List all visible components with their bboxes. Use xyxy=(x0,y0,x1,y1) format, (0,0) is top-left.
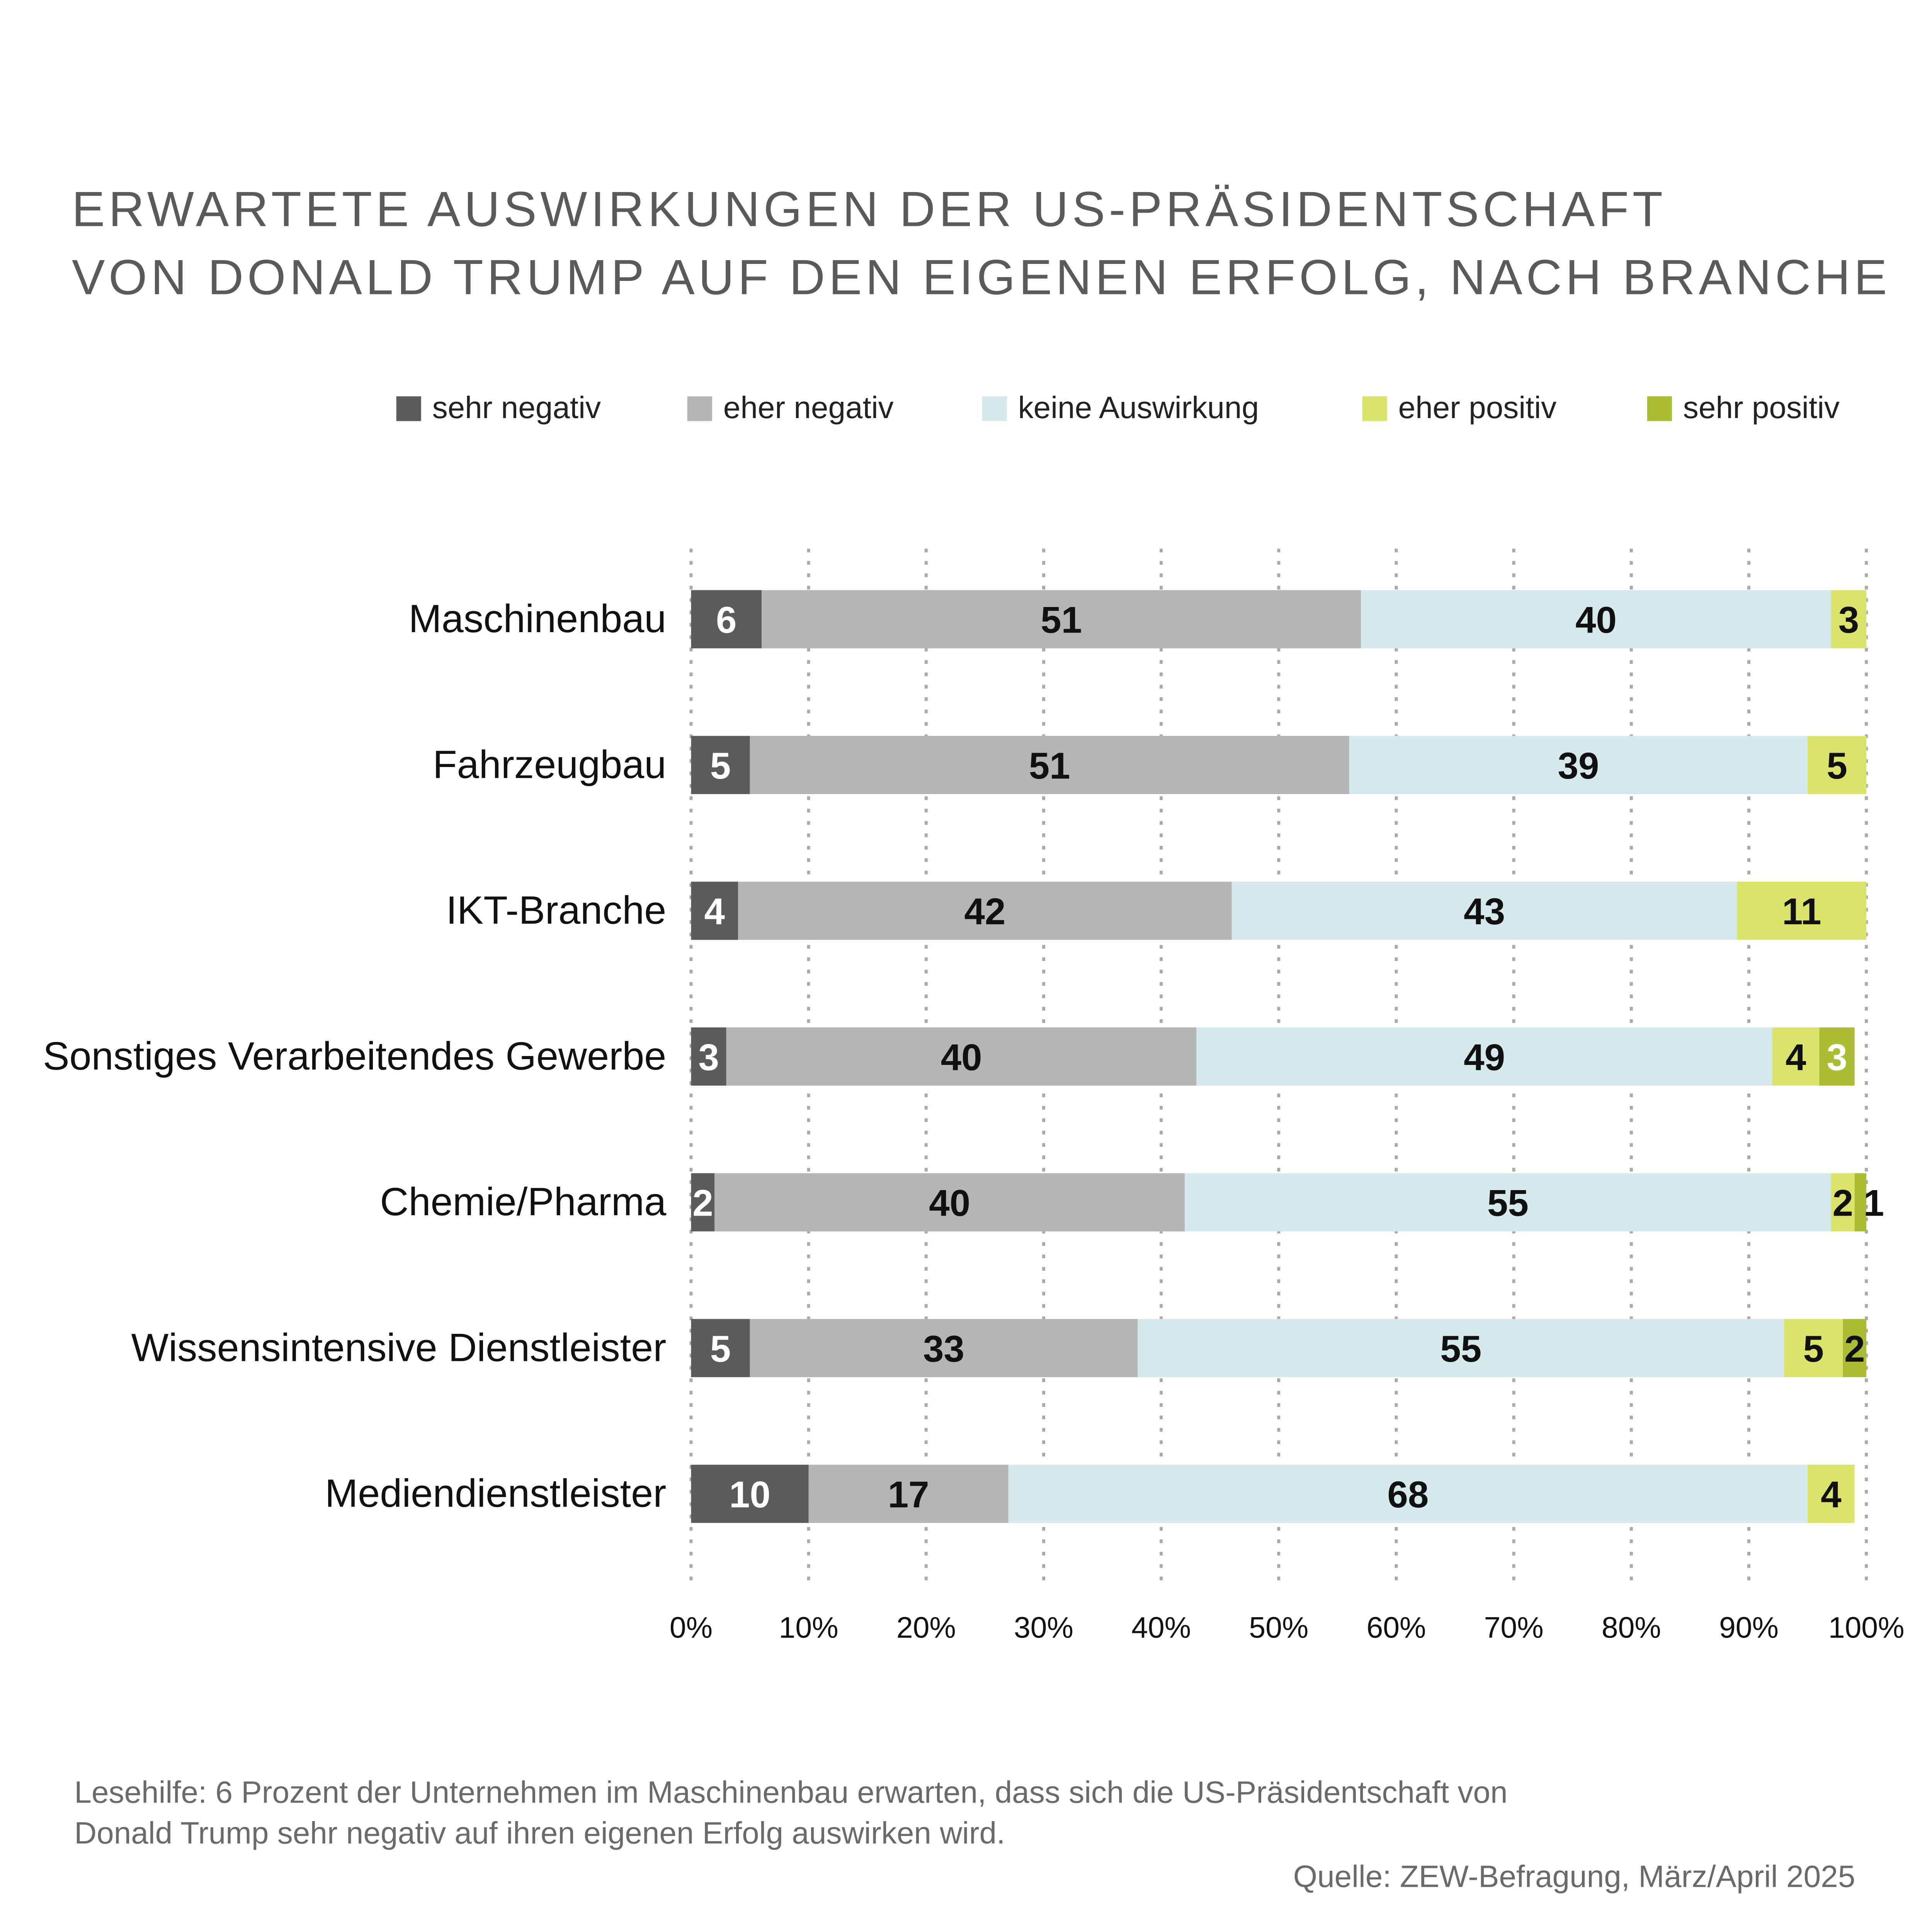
legend-swatch xyxy=(396,396,421,421)
value-label: 33 xyxy=(923,1328,964,1370)
bar-segment xyxy=(1831,1173,1855,1231)
bar-segment xyxy=(750,736,1349,794)
x-tick-label: 0% xyxy=(670,1611,713,1644)
legend-label: eher positiv xyxy=(1398,390,1557,425)
bar-segment xyxy=(1808,736,1867,794)
value-label: 55 xyxy=(1487,1183,1529,1224)
bar-segment xyxy=(691,590,762,648)
value-label: 5 xyxy=(710,1328,731,1370)
value-label: 2 xyxy=(1844,1328,1865,1370)
x-tick-label: 30% xyxy=(1014,1611,1073,1644)
bar-segment xyxy=(691,1027,726,1086)
bar-segment xyxy=(750,1319,1138,1378)
value-label: 4 xyxy=(704,891,725,932)
value-label: 55 xyxy=(1440,1328,1481,1370)
value-label: 2 xyxy=(692,1183,713,1224)
source: Quelle: ZEW-Befragung, März/April 2025 xyxy=(1293,1859,1855,1893)
bar-segment xyxy=(714,1173,1185,1231)
x-tick-label: 90% xyxy=(1719,1611,1779,1644)
value-label: 10 xyxy=(729,1474,770,1515)
bar-segment xyxy=(1231,881,1737,940)
note: Lesehilfe: 6 Prozent der Unternehmen im … xyxy=(74,1774,1507,1809)
y-tick-label: Maschinenbau xyxy=(408,596,666,641)
bar-segment xyxy=(1843,1319,1867,1378)
value-label: 40 xyxy=(929,1183,970,1224)
value-label: 3 xyxy=(1827,1037,1847,1078)
value-label: 3 xyxy=(1838,600,1859,641)
x-tick-label: 20% xyxy=(896,1611,956,1644)
value-label: 11 xyxy=(1782,891,1821,932)
value-label: 51 xyxy=(1041,600,1082,641)
chart-title: ERWARTETE AUSWIRKUNGEN DER US-PRÄSIDENTS… xyxy=(72,182,1667,237)
x-tick-label: 10% xyxy=(779,1611,838,1644)
legend-label: keine Auswirkung xyxy=(1018,390,1259,425)
value-label: 5 xyxy=(1803,1328,1824,1370)
value-label: 39 xyxy=(1558,745,1599,787)
value-label: 42 xyxy=(964,891,1005,932)
bar-segment xyxy=(1737,881,1867,940)
legend-swatch xyxy=(1647,396,1672,421)
bar-segment xyxy=(1784,1319,1843,1378)
bar-segment xyxy=(1196,1027,1772,1086)
bar-segment xyxy=(691,1464,809,1523)
value-label: 43 xyxy=(1464,891,1505,932)
x-tick-label: 60% xyxy=(1366,1611,1426,1644)
legend-label: sehr negativ xyxy=(432,390,601,425)
bar-segment xyxy=(1361,590,1831,648)
bar-segment xyxy=(1854,1173,1867,1231)
value-label: 51 xyxy=(1029,745,1070,787)
value-label: 2 xyxy=(1833,1183,1853,1224)
bar-segment xyxy=(808,1464,1009,1523)
bar-segment xyxy=(726,1027,1197,1086)
bar-segment xyxy=(1184,1173,1831,1231)
chart-title: VON DONALD TRUMP AUF DEN EIGENEN ERFOLG,… xyxy=(72,250,1891,305)
x-tick-label: 40% xyxy=(1131,1611,1191,1644)
x-tick-label: 80% xyxy=(1602,1611,1661,1644)
value-label: 5 xyxy=(710,745,731,787)
bar-segment xyxy=(1138,1319,1784,1378)
value-label: 6 xyxy=(716,600,736,641)
value-label: 3 xyxy=(698,1037,719,1078)
y-tick-label: Mediendienstleister xyxy=(325,1471,667,1515)
bar-segment xyxy=(691,881,738,940)
value-label: 1 xyxy=(1864,1183,1884,1224)
y-tick-label: Fahrzeugbau xyxy=(433,742,666,786)
value-label: 49 xyxy=(1464,1037,1505,1078)
bar-segment xyxy=(738,881,1232,940)
bar-segment xyxy=(691,1319,750,1378)
bar-segment xyxy=(1349,736,1808,794)
legend-swatch xyxy=(1362,396,1387,421)
bar-segment xyxy=(1772,1027,1820,1086)
y-tick-label: Wissensintensive Dienstleister xyxy=(131,1325,666,1369)
note: Donald Trump sehr negativ auf ihren eige… xyxy=(74,1815,1005,1850)
x-tick-label: 100% xyxy=(1828,1611,1905,1644)
bar-segment xyxy=(1819,1027,1855,1086)
value-label: 4 xyxy=(1786,1037,1806,1078)
x-tick-label: 70% xyxy=(1484,1611,1544,1644)
bar-segment xyxy=(691,1173,715,1231)
x-tick-label: 50% xyxy=(1249,1611,1308,1644)
legend-label: eher negativ xyxy=(723,390,894,425)
value-label: 40 xyxy=(941,1037,982,1078)
value-label: 17 xyxy=(888,1474,929,1515)
bar-segment xyxy=(691,736,750,794)
bar-segment xyxy=(1808,1464,1855,1523)
value-label: 5 xyxy=(1827,745,1847,787)
y-tick-label: Chemie/Pharma xyxy=(380,1179,667,1224)
legend-swatch xyxy=(687,396,712,421)
legend-label: sehr positiv xyxy=(1683,390,1840,425)
legend-swatch xyxy=(982,396,1007,421)
value-label: 40 xyxy=(1575,600,1617,641)
bar-segment xyxy=(1008,1464,1808,1523)
y-tick-label: IKT-Branche xyxy=(446,888,666,932)
bar-segment xyxy=(761,590,1361,648)
y-tick-label: Sonstiges Verarbeitendes Gewerbe xyxy=(43,1034,666,1078)
bar-segment xyxy=(1831,590,1867,648)
value-label: 68 xyxy=(1387,1474,1429,1515)
value-label: 4 xyxy=(1821,1474,1841,1515)
